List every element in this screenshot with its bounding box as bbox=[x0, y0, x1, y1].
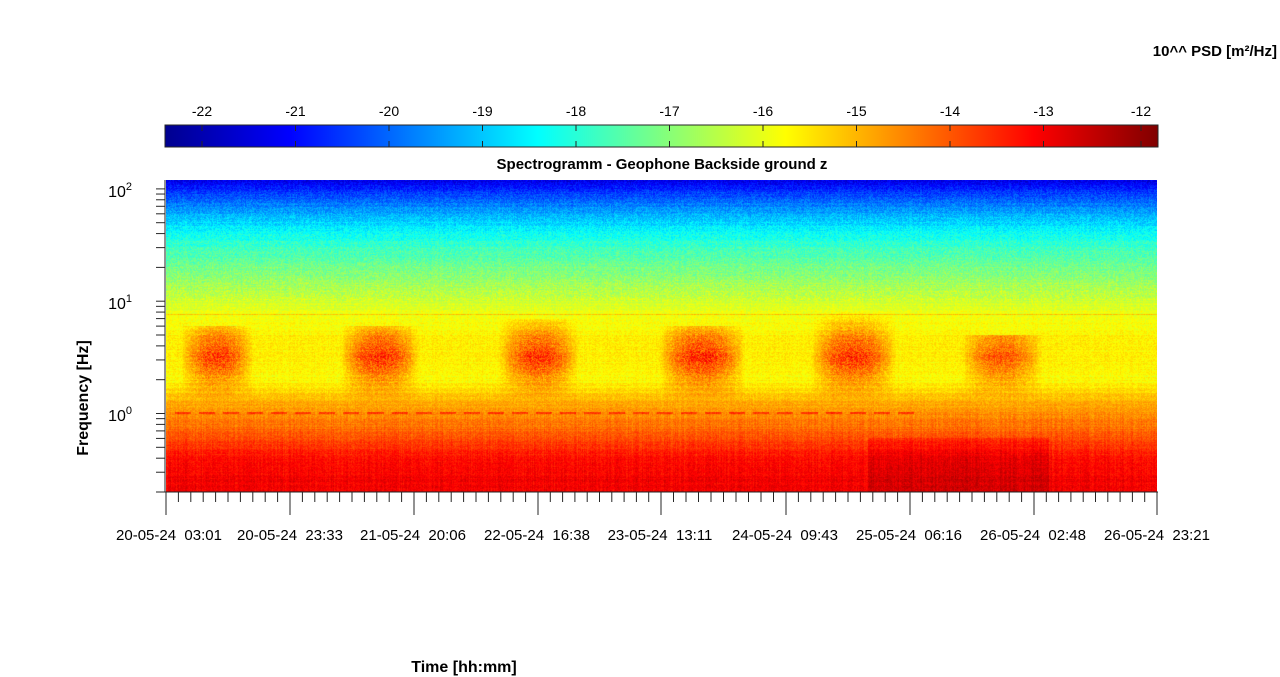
y-axis-label: Frequency [Hz] bbox=[75, 340, 92, 456]
y-tick-label: 100 bbox=[108, 405, 132, 425]
colorbar-tick-labels: -22 -21 -20 -19 -18 -17 -16 -15 -14 -13 … bbox=[192, 103, 1151, 119]
x-tick-label: 24-05-24 09:43 bbox=[732, 527, 838, 544]
colorbar-tick-label: -22 bbox=[192, 103, 212, 119]
x-tick-label: 25-05-24 06:16 bbox=[856, 527, 962, 544]
x-tick-label: 21-05-24 20:06 bbox=[360, 527, 466, 544]
x-tick-label: 20-05-24 23:33 bbox=[237, 527, 343, 544]
colorbar-tick-label: -17 bbox=[659, 103, 679, 119]
colorbar-label: 10^^ PSD [m²/Hz] bbox=[1153, 43, 1277, 60]
x-tick-labels: 20-05-24 03:01 20-05-24 23:33 21-05-24 2… bbox=[116, 527, 1210, 544]
colorbar-tick-label: -12 bbox=[1131, 103, 1151, 119]
colorbar-tick-label: -21 bbox=[285, 103, 305, 119]
y-tick-label: 102 bbox=[108, 181, 132, 201]
colorbar-ticks bbox=[201, 125, 1142, 147]
colorbar-tick-label: -13 bbox=[1033, 103, 1053, 119]
x-axis-ticks bbox=[165, 492, 1158, 515]
x-tick-label: 20-05-24 03:01 bbox=[116, 527, 222, 544]
colorbar-tick-label: -18 bbox=[566, 103, 586, 119]
x-tick-label: 22-05-24 16:38 bbox=[484, 527, 590, 544]
colorbar-gradient bbox=[164, 124, 1159, 148]
y-tick-exponent: 0 bbox=[126, 405, 132, 417]
x-axis-label: Time [hh:mm] bbox=[411, 659, 516, 676]
y-tick-label: 101 bbox=[108, 293, 132, 313]
spectrogram-heatmap bbox=[166, 180, 1157, 492]
y-tick-exponent: 2 bbox=[126, 181, 132, 193]
colorbar-tick-label: -19 bbox=[472, 103, 492, 119]
spectrogram-plot bbox=[166, 180, 1157, 492]
y-tick-exponent: 1 bbox=[126, 293, 132, 305]
colorbar-tick-label: -15 bbox=[846, 103, 866, 119]
y-axis-ticks bbox=[156, 188, 165, 493]
y-tick-labels: 102 101 100 bbox=[108, 181, 132, 425]
x-tick-label: 23-05-24 13:11 bbox=[608, 527, 713, 544]
colorbar: -22 -21 -20 -19 -18 -17 -16 -15 -14 -13 … bbox=[164, 103, 1159, 148]
chart-title: Spectrogramm - Geophone Backside ground … bbox=[497, 156, 828, 173]
colorbar-tick-label: -16 bbox=[753, 103, 773, 119]
colorbar-tick-label: -14 bbox=[940, 103, 960, 119]
colorbar-tick-label: -20 bbox=[379, 103, 399, 119]
x-tick-label: 26-05-24 23:21 bbox=[1104, 527, 1210, 544]
x-tick-label: 26-05-24 02:48 bbox=[980, 527, 1086, 544]
